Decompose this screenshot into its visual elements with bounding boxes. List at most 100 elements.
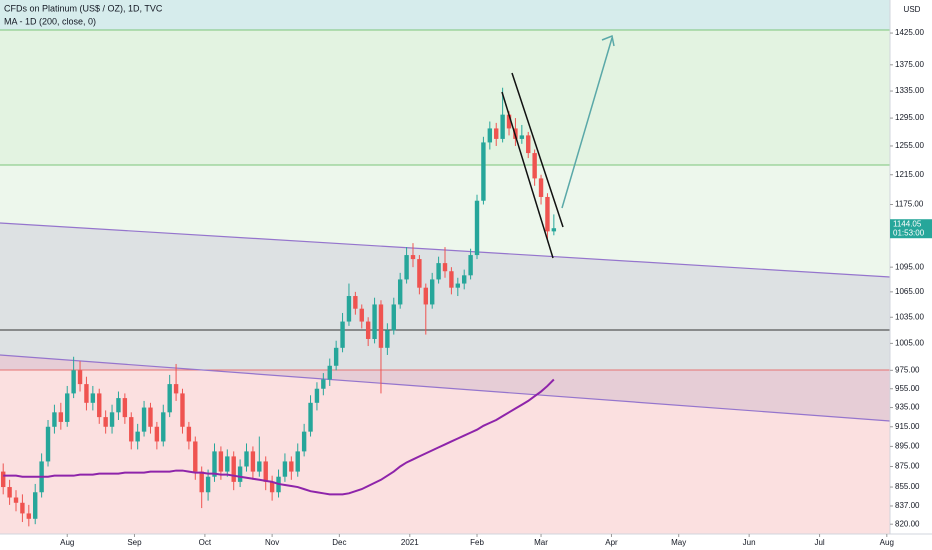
candle-body	[519, 135, 525, 139]
y-tick-label: 915.00	[895, 422, 920, 431]
candle-body	[97, 393, 102, 418]
arrow-head	[601, 34, 615, 47]
y-tick-label: 955.00	[895, 384, 920, 393]
candle-body	[257, 461, 262, 472]
y-tick-label: 1175.00	[895, 200, 924, 209]
axes: 1425.00 1375.00 1335.00 1295.00 1255.00 1215.…	[60, 28, 932, 547]
x-tick-label: Feb	[470, 538, 484, 547]
candle-body	[423, 287, 428, 305]
candle-body	[13, 497, 19, 503]
y-tick-label: 1375.00	[895, 60, 924, 69]
candle-body	[1, 471, 6, 488]
candle-body	[199, 471, 204, 493]
x-tick-label: Mar	[534, 538, 548, 547]
channel-line	[501, 91, 554, 259]
candle-body	[327, 365, 332, 380]
candle-body	[20, 502, 25, 514]
arrow	[561, 37, 613, 209]
y-tick-label: 1095.00	[895, 262, 924, 271]
y-tick-label: 1065.00	[895, 287, 924, 296]
candle-body	[436, 263, 441, 280]
x-tick-label: Dec	[332, 538, 346, 547]
candle-body	[301, 431, 307, 452]
candle-body	[500, 114, 505, 139]
candle-body	[359, 308, 364, 322]
x-tick-label: Jul	[814, 538, 824, 547]
y-tick-label: 895.00	[895, 442, 920, 451]
candle-body	[122, 398, 128, 418]
candle-body	[193, 441, 198, 472]
time-axis	[0, 534, 890, 550]
y-tick-label: 975.00	[895, 365, 920, 374]
candle-body	[52, 412, 57, 427]
candle-body	[244, 451, 249, 467]
candle-body	[103, 417, 108, 427]
price-tag-label: 1144.05	[893, 219, 922, 228]
candle-body	[77, 370, 83, 385]
candle-body	[289, 461, 294, 472]
candle-body	[538, 178, 544, 197]
y-tick-label: 1035.00	[895, 312, 924, 321]
candle-body	[109, 412, 115, 427]
x-tick-label: Sep	[127, 538, 142, 547]
candle-body	[212, 451, 217, 477]
x-tick-label: May	[671, 538, 686, 547]
candle-body	[494, 128, 499, 139]
y-tick-label: 855.00	[895, 482, 920, 491]
x-tick-label: Nov	[265, 538, 279, 547]
legend-entry: MA - 1D (200, close, 0)	[4, 16, 96, 26]
x-tick-label: Oct	[199, 538, 212, 547]
candle-body	[417, 259, 422, 288]
candle-body	[205, 476, 211, 493]
annotations	[501, 34, 615, 259]
candle-body	[84, 384, 89, 403]
candle-body	[167, 384, 172, 413]
candle-body	[282, 461, 288, 477]
candle-body	[45, 426, 51, 462]
y-tick-label: 1215.00	[895, 170, 924, 179]
candle-body	[346, 296, 352, 322]
candle-body	[481, 142, 486, 201]
candle-body	[135, 431, 140, 442]
candle-body	[141, 407, 147, 432]
candle-body	[404, 255, 409, 280]
candle-body	[333, 347, 339, 366]
x-tick-label: Aug	[880, 538, 894, 547]
candle-body	[365, 321, 371, 339]
candle-body	[391, 304, 396, 331]
candle-body	[397, 279, 403, 305]
candle-body	[116, 398, 121, 413]
candle-body	[468, 255, 473, 276]
candle-body	[173, 384, 179, 394]
candle-body	[263, 461, 268, 482]
y-tick-label: 820.00	[895, 519, 920, 528]
y-tick-label: 1425.00	[895, 28, 924, 37]
candle-body	[506, 114, 512, 129]
candle-body	[90, 393, 96, 403]
price-axis	[890, 0, 932, 550]
candle-body	[218, 451, 224, 472]
trend-line	[0, 354, 891, 422]
candle-body	[449, 271, 454, 288]
candle-body	[474, 200, 480, 256]
candle-body	[65, 393, 70, 422]
drawings	[0, 0, 891, 534]
zone-top	[0, 0, 890, 30]
candle-body	[308, 402, 313, 432]
candle-body	[340, 321, 345, 348]
chart-title: CFDs on Platinum (US$ / OZ), 1D, TVC	[4, 3, 163, 13]
price-tag	[890, 219, 932, 239]
channel-line	[511, 72, 564, 228]
candle-body	[225, 456, 230, 472]
candle-body	[455, 283, 461, 288]
y-tick-label: 1335.00	[895, 86, 924, 95]
candle-body	[231, 456, 236, 482]
marks	[1, 87, 557, 527]
candle-body	[314, 388, 320, 403]
candle-body	[26, 513, 32, 519]
price-tag-countdown: 01:53:00	[893, 228, 925, 237]
candle-body	[161, 412, 166, 442]
candle-body	[385, 330, 390, 348]
zone-light-green	[0, 165, 890, 277]
